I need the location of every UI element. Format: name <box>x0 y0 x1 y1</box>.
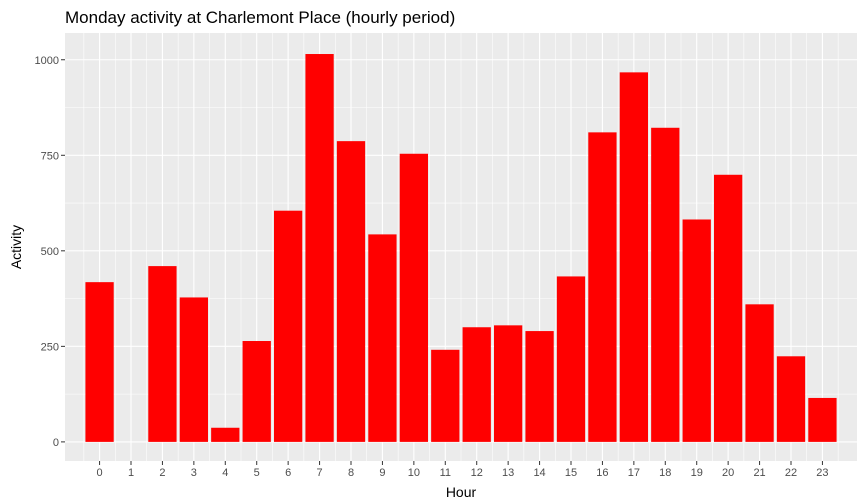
x-tick-label: 0 <box>97 467 103 479</box>
y-tick-label: 750 <box>41 150 59 162</box>
x-tick-label: 23 <box>816 467 828 479</box>
bar <box>682 219 711 442</box>
x-tick-label: 12 <box>471 467 483 479</box>
x-tick-label: 15 <box>565 467 577 479</box>
x-tick-label: 6 <box>285 467 291 479</box>
bar <box>431 349 460 442</box>
x-tick-label: 1 <box>128 467 134 479</box>
minor-gridlines <box>65 33 857 461</box>
x-tick-label: 8 <box>348 467 354 479</box>
bar <box>745 304 774 442</box>
x-tick-label: 18 <box>659 467 671 479</box>
y-tick-label: 500 <box>41 246 59 258</box>
bar <box>399 153 428 442</box>
x-tick-label: 17 <box>628 467 640 479</box>
x-tick-label: 2 <box>159 467 165 479</box>
bar <box>336 141 366 442</box>
bar <box>714 174 743 442</box>
x-tick-label: 22 <box>785 467 797 479</box>
x-tick-label: 20 <box>722 467 734 479</box>
bars <box>85 54 837 442</box>
y-tick-label: 250 <box>41 341 59 353</box>
x-tick-label: 11 <box>440 467 451 479</box>
x-tick-label: 9 <box>379 467 385 479</box>
chart-title: Monday activity at Charlemont Place (hou… <box>65 8 455 27</box>
x-tick-label: 7 <box>317 467 323 479</box>
y-axis-title: Activity <box>8 225 24 269</box>
bar <box>85 282 114 442</box>
y-tick-label: 1000 <box>35 55 59 67</box>
bar <box>242 341 271 442</box>
x-tick-label: 21 <box>753 467 765 479</box>
x-tick-label: 16 <box>596 467 608 479</box>
bar <box>211 427 240 442</box>
bar <box>776 356 806 442</box>
bar <box>462 327 491 442</box>
x-axis-ticks: 0 1 2 3 4 5 6 7 8 9 10 11 12 13 14 15 16 17 18 19 20 21 22 23 <box>97 461 829 479</box>
x-tick-label: 3 <box>191 467 197 479</box>
bar <box>525 331 554 442</box>
x-axis-title: Hour <box>446 484 477 500</box>
bar <box>619 72 648 442</box>
y-axis-ticks: 0 250 500 750 1000 <box>35 55 65 449</box>
bar <box>368 234 397 442</box>
bar <box>305 54 334 442</box>
bar <box>808 397 837 442</box>
bar <box>588 132 617 442</box>
bar <box>556 276 586 442</box>
x-tick-label: 5 <box>254 467 260 479</box>
bar <box>494 325 523 442</box>
x-tick-label: 14 <box>533 467 545 479</box>
bar <box>274 210 303 442</box>
x-tick-label: 4 <box>222 467 228 479</box>
x-tick-label: 10 <box>408 467 420 479</box>
y-tick-label: 0 <box>53 437 59 449</box>
x-tick-label: 13 <box>502 467 514 479</box>
x-tick-label: 19 <box>691 467 703 479</box>
bar <box>179 297 208 442</box>
bar <box>148 266 177 442</box>
bar <box>651 127 680 442</box>
